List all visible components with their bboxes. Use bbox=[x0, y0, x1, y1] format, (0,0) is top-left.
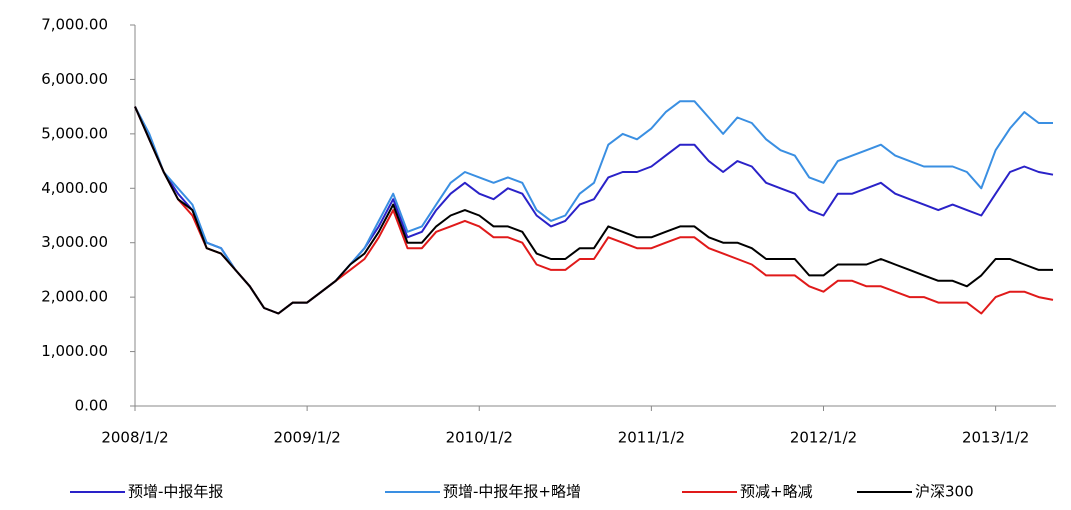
y-tick-label: 1,000.00 bbox=[41, 342, 108, 360]
series-line bbox=[134, 106, 1054, 315]
legend-label: 预减+略减 bbox=[740, 483, 813, 501]
x-tick-label: 2013/1/2 bbox=[962, 429, 1029, 447]
legend-label: 预增-中报年报 bbox=[128, 483, 223, 501]
x-tick-label: 2009/1/2 bbox=[273, 429, 340, 447]
legend-label: 沪深300 bbox=[915, 483, 974, 501]
x-tick-label: 2011/1/2 bbox=[618, 429, 685, 447]
y-tick-label: 7,000.00 bbox=[41, 16, 108, 34]
x-tick-label: 2010/1/2 bbox=[446, 429, 513, 447]
x-tick-label: 2012/1/2 bbox=[790, 429, 857, 447]
y-tick-label: 6,000.00 bbox=[41, 70, 108, 88]
y-tick-label: 3,000.00 bbox=[41, 233, 108, 251]
y-tick-label: 5,000.00 bbox=[41, 124, 108, 142]
legend-label: 预增-中报年报+略增 bbox=[443, 483, 581, 501]
y-tick-label: 2,000.00 bbox=[41, 288, 108, 306]
series-line bbox=[134, 100, 1053, 315]
y-tick-label: 4,000.00 bbox=[41, 179, 108, 197]
y-tick-label: 0.00 bbox=[75, 397, 108, 415]
series-line bbox=[134, 106, 1053, 315]
x-tick-label: 2008/1/2 bbox=[101, 429, 168, 447]
series-line bbox=[134, 106, 1054, 315]
